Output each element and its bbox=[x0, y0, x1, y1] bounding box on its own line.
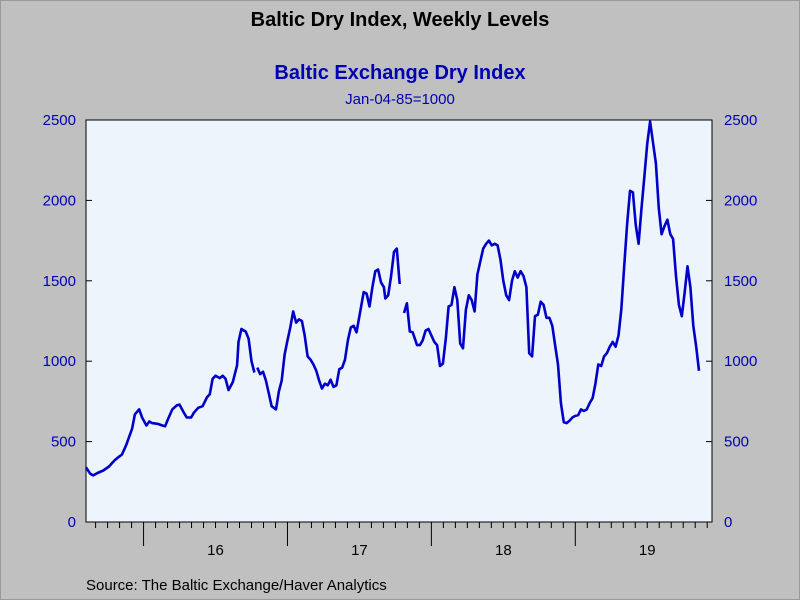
y-tick-label-left: 2500 bbox=[43, 112, 76, 129]
y-tick-label-right: 2000 bbox=[724, 192, 757, 209]
y-tick-label-left: 1500 bbox=[43, 273, 76, 290]
left-axis: 0 500 1000 1500 2000 2500 bbox=[43, 112, 92, 531]
chart-title: Baltic Exchange Dry Index bbox=[274, 62, 526, 84]
plot-area bbox=[85, 119, 713, 523]
y-tick-label-left: 500 bbox=[51, 434, 76, 451]
y-tick-label-right: 0 bbox=[724, 514, 732, 531]
x-tick-label: 19 bbox=[639, 542, 656, 559]
chart-subtitle: Jan-04-85=1000 bbox=[345, 91, 455, 108]
y-tick-label-right: 1500 bbox=[724, 273, 757, 290]
source-note: Source: The Baltic Exchange/Haver Analyt… bbox=[86, 577, 387, 594]
x-tick-label: 17 bbox=[351, 542, 368, 559]
series-layer bbox=[84, 120, 701, 477]
y-tick-label-right: 1000 bbox=[724, 353, 757, 370]
series-line-segment bbox=[84, 327, 256, 477]
x-tick-label: 18 bbox=[495, 542, 512, 559]
y-tick-label-left: 0 bbox=[68, 514, 76, 531]
x-tick-label: 16 bbox=[207, 542, 224, 559]
right-axis: 0 500 1000 1500 2000 2500 bbox=[706, 112, 757, 531]
y-tick-label-right: 2500 bbox=[724, 112, 757, 129]
main-title: Baltic Dry Index, Weekly Levels bbox=[250, 9, 550, 31]
series-line-segment bbox=[402, 120, 701, 425]
series-line-segment bbox=[256, 247, 401, 411]
y-tick-label-left: 2000 bbox=[43, 192, 76, 209]
y-tick-label-right: 500 bbox=[724, 434, 749, 451]
y-tick-label-left: 1000 bbox=[43, 353, 76, 370]
x-axis: 16 17 18 19 bbox=[95, 522, 708, 559]
